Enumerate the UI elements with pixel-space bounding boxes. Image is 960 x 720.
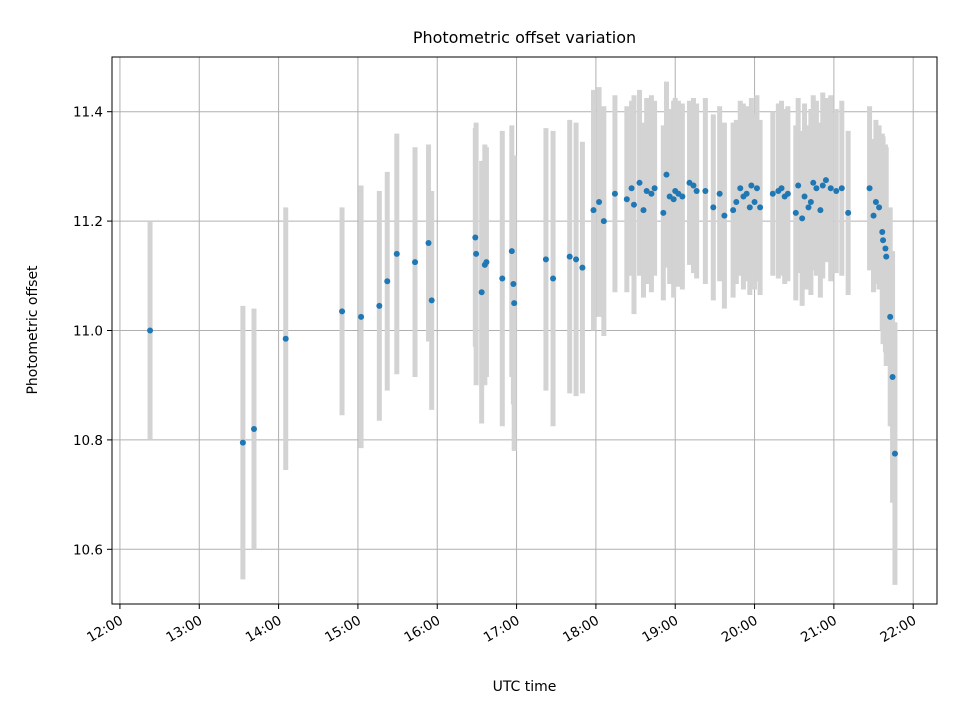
data-point bbox=[819, 182, 826, 189]
data-point bbox=[590, 207, 597, 214]
data-point bbox=[822, 177, 829, 184]
data-point bbox=[358, 313, 365, 320]
data-point bbox=[769, 190, 776, 197]
data-point bbox=[891, 450, 898, 457]
data-point bbox=[412, 259, 419, 266]
data-point bbox=[838, 185, 845, 192]
data-point bbox=[425, 239, 432, 246]
data-point bbox=[795, 182, 802, 189]
y-tick-label: 10.8 bbox=[73, 433, 103, 449]
data-point bbox=[542, 256, 549, 263]
data-point bbox=[805, 204, 812, 211]
data-point bbox=[710, 204, 717, 211]
data-point bbox=[792, 209, 799, 216]
data-point bbox=[636, 179, 643, 186]
data-point bbox=[883, 253, 890, 260]
data-point bbox=[596, 198, 603, 205]
data-point bbox=[566, 253, 573, 260]
data-point bbox=[827, 185, 834, 192]
data-point bbox=[640, 207, 647, 214]
y-tick-label: 11.4 bbox=[73, 105, 103, 121]
data-point bbox=[879, 229, 886, 236]
chart-title: Photometric offset variation bbox=[413, 28, 636, 47]
data-point bbox=[801, 193, 808, 200]
x-axis-label: UTC time bbox=[493, 679, 557, 695]
data-point bbox=[716, 190, 723, 197]
data-point bbox=[845, 209, 852, 216]
data-point bbox=[600, 218, 607, 225]
data-point bbox=[833, 188, 840, 195]
data-point bbox=[508, 248, 515, 255]
data-point bbox=[733, 198, 740, 205]
data-point bbox=[250, 425, 257, 432]
data-point bbox=[889, 373, 896, 380]
data-point bbox=[670, 196, 677, 203]
data-point bbox=[282, 335, 289, 342]
data-point bbox=[511, 300, 518, 307]
data-point bbox=[887, 313, 894, 320]
data-point bbox=[648, 190, 655, 197]
data-point bbox=[870, 212, 877, 219]
data-point bbox=[866, 185, 873, 192]
y-tick-label: 11.0 bbox=[73, 324, 103, 340]
data-point bbox=[384, 278, 391, 285]
data-point bbox=[880, 237, 887, 244]
data-point bbox=[147, 327, 154, 334]
y-tick-label: 11.2 bbox=[73, 214, 103, 230]
data-point bbox=[876, 204, 883, 211]
data-point bbox=[510, 281, 517, 288]
data-point bbox=[751, 198, 758, 205]
data-point bbox=[550, 275, 557, 282]
data-point bbox=[376, 302, 383, 309]
data-point bbox=[663, 171, 670, 178]
data-point bbox=[693, 188, 700, 195]
data-point bbox=[690, 182, 697, 189]
data-point bbox=[679, 193, 686, 200]
data-point bbox=[813, 185, 820, 192]
data-point bbox=[472, 234, 479, 241]
data-point bbox=[573, 256, 580, 263]
data-point bbox=[810, 179, 817, 186]
data-point bbox=[239, 439, 246, 446]
data-point bbox=[623, 196, 630, 203]
data-point bbox=[702, 188, 709, 195]
data-point bbox=[817, 207, 824, 214]
data-point bbox=[737, 185, 744, 192]
data-point bbox=[807, 198, 814, 205]
data-point bbox=[746, 204, 753, 211]
data-point bbox=[628, 185, 635, 192]
data-point bbox=[757, 204, 764, 211]
data-point bbox=[730, 207, 737, 214]
data-points bbox=[147, 171, 898, 457]
data-point bbox=[872, 198, 879, 205]
data-point bbox=[499, 275, 506, 282]
y-axis-label: Photometric offset bbox=[25, 265, 41, 395]
data-point bbox=[748, 182, 755, 189]
data-point bbox=[630, 201, 637, 208]
y-tick-label: 10.6 bbox=[73, 542, 103, 558]
data-point bbox=[478, 289, 485, 296]
data-point bbox=[651, 185, 658, 192]
data-point bbox=[882, 245, 889, 252]
data-point bbox=[473, 250, 480, 257]
data-point bbox=[743, 190, 750, 197]
data-point bbox=[579, 264, 586, 271]
data-point bbox=[778, 185, 785, 192]
data-point bbox=[799, 215, 806, 222]
data-point bbox=[611, 190, 618, 197]
data-point bbox=[784, 190, 791, 197]
data-point bbox=[393, 250, 400, 257]
data-point bbox=[428, 297, 435, 304]
data-point bbox=[339, 308, 346, 315]
data-point bbox=[721, 212, 728, 219]
data-point bbox=[660, 209, 667, 216]
data-point bbox=[483, 259, 490, 266]
y-axis: 10.6 10.8 11.0 11.2 11.4 bbox=[73, 105, 112, 558]
data-point bbox=[753, 185, 760, 192]
data-point bbox=[643, 188, 650, 195]
